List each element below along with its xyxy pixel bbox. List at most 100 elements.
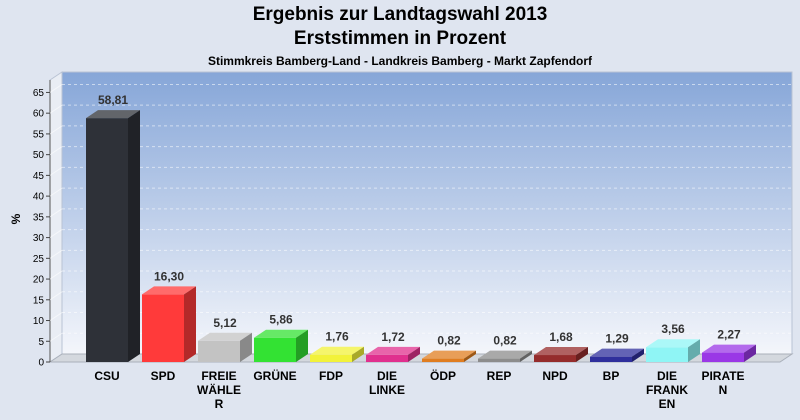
bar-top [310, 346, 364, 355]
bar [478, 350, 532, 362]
gridline-side [49, 312, 63, 321]
y-tick-label: 55 [33, 129, 45, 140]
x-category-label: DIE [377, 369, 397, 383]
bar [366, 346, 420, 362]
y-tick-label: 60 [33, 109, 45, 120]
bar [142, 286, 196, 362]
chart-region-subtitle: Stimmkreis Bamberg-Land - Landkreis Bamb… [207, 54, 593, 68]
x-category-label: CSU [94, 369, 119, 383]
bar-side [688, 339, 700, 362]
x-category-label: PIRATE [701, 369, 744, 383]
bar [646, 339, 700, 362]
bar-side [520, 350, 532, 362]
y-tick-label: 5 [38, 337, 44, 348]
bar-side [576, 347, 588, 362]
bar-side [632, 348, 644, 362]
x-category-label: BP [603, 369, 620, 383]
plot-side-wall [49, 71, 63, 363]
gridline-side [49, 249, 63, 259]
bar-front [590, 356, 632, 362]
gridline-side [49, 146, 63, 156]
bar-front [534, 355, 576, 362]
gridline-side [49, 125, 63, 135]
bar-side [408, 346, 420, 362]
y-tick-label: 25 [33, 254, 45, 265]
bar-value-label: 58,81 [98, 93, 128, 107]
gridline-side [49, 229, 63, 239]
x-category-label: N [719, 383, 728, 397]
bar-side [744, 344, 756, 362]
bar-side [352, 346, 364, 362]
bar-front [310, 354, 352, 362]
y-tick-label: 15 [33, 295, 45, 306]
bar-front [702, 352, 744, 362]
chart-subtitle: Erststimmen in Prozent [293, 28, 507, 49]
bar [310, 346, 364, 362]
bar-value-label: 3,56 [661, 322, 685, 336]
bar-value-label: 1,72 [381, 330, 405, 344]
x-category-label: EN [659, 397, 676, 411]
bar-front [646, 347, 688, 362]
x-category-label: GRÜNE [253, 368, 296, 383]
bar-top [142, 286, 196, 295]
y-tick-label: 40 [33, 192, 45, 203]
x-category-label: FRANK [646, 383, 688, 397]
x-category-label: R [215, 397, 224, 411]
bar [702, 344, 756, 362]
bar-value-label: 0,82 [493, 334, 517, 348]
bar [198, 332, 252, 362]
bar-side [128, 110, 140, 362]
bar-front [142, 294, 184, 362]
bar-top [534, 347, 588, 356]
y-tick-label: 45 [33, 171, 45, 182]
x-category-label: FREIE [201, 369, 236, 383]
gridline-side [49, 187, 63, 197]
bar-side [464, 350, 476, 362]
y-tick-label: 20 [33, 275, 45, 286]
bar-value-label: 5,86 [269, 313, 293, 327]
bar-front [478, 358, 520, 362]
bar-top [590, 348, 644, 357]
x-category-label: NPD [542, 369, 568, 383]
bar-top [478, 350, 532, 359]
bar-front [366, 354, 408, 362]
bar-top [254, 329, 308, 338]
bar-value-label: 1,76 [325, 330, 349, 344]
y-axis-label: % [9, 213, 23, 224]
bar-value-label: 16,30 [154, 269, 184, 283]
bar-top [86, 110, 140, 119]
chart-title: Ergebnis zur Landtagswahl 2013 [252, 4, 548, 25]
bar-value-label: 0,82 [437, 334, 461, 348]
bar-front [422, 358, 464, 362]
gridline-side [49, 291, 63, 301]
bar-value-label: 5,12 [213, 316, 237, 330]
bar-value-label: 1,68 [549, 330, 573, 344]
bar-top [646, 339, 700, 348]
x-category-label: DIE [657, 369, 677, 383]
gridline-side [49, 84, 63, 93]
bar [254, 329, 308, 362]
y-tick-label: 50 [33, 150, 45, 161]
x-category-label: FDP [319, 369, 343, 383]
bar-front [86, 118, 128, 362]
y-tick-label: 0 [38, 358, 44, 369]
bar-top [198, 332, 252, 341]
bar-side [184, 286, 196, 362]
bar-top [366, 346, 420, 355]
bar-value-label: 2,27 [717, 328, 741, 342]
bar-top [702, 344, 756, 353]
y-tick-label: 35 [33, 212, 45, 223]
gridline-side [49, 208, 63, 218]
y-tick-label: 65 [33, 88, 45, 99]
bar-side [240, 332, 252, 362]
bar [534, 347, 588, 362]
bar-front [254, 337, 296, 362]
x-category-label: REP [487, 369, 512, 383]
bar-value-label: 1,29 [605, 332, 629, 346]
gridline-side [49, 332, 63, 342]
bar-top [422, 350, 476, 359]
x-category-label: ÖDP [430, 368, 456, 383]
bar [86, 110, 140, 362]
x-category-label: WÄHLE [197, 382, 241, 397]
